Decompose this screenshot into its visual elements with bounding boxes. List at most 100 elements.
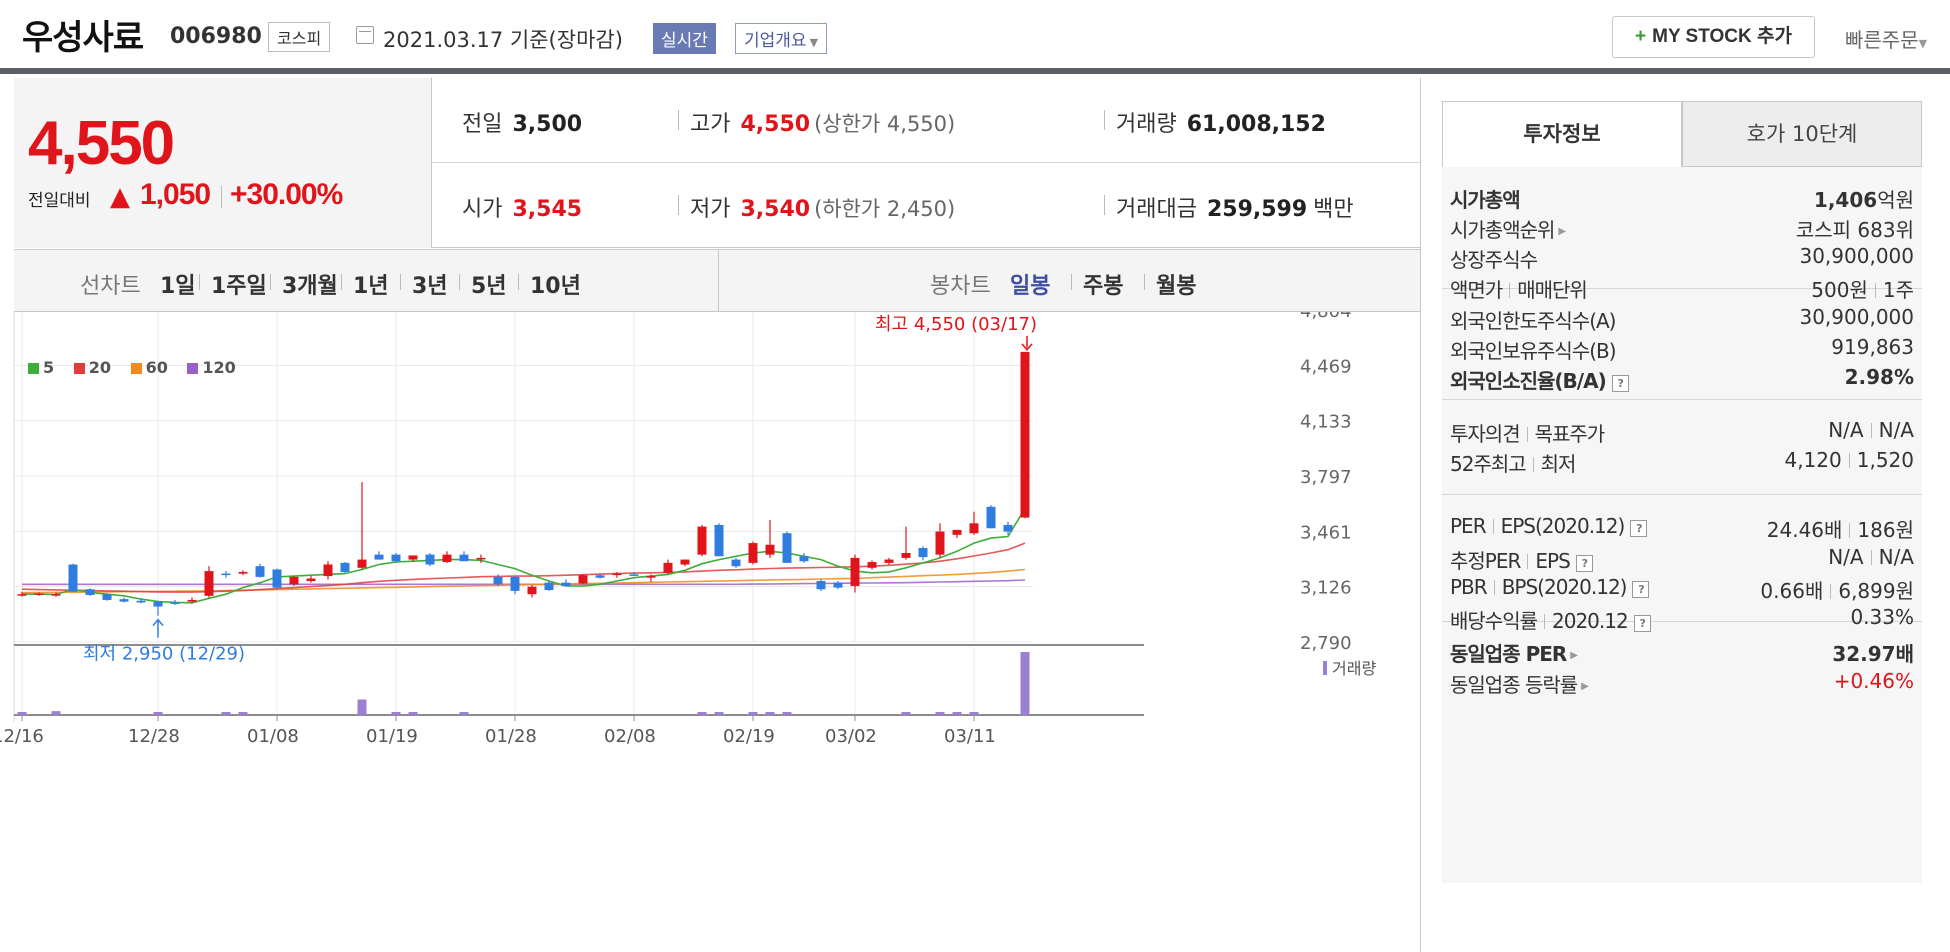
cap-rank-value: 코스피 683위 bbox=[1795, 218, 1914, 242]
price-chart[interactable]: 5 20 60 120 4,804 4,469 4,133 3,797 3,461 3,1… bbox=[0, 301, 1420, 952]
open-value: 3,545 bbox=[512, 197, 583, 222]
candle-body bbox=[816, 581, 826, 590]
candle-body bbox=[731, 559, 741, 567]
candle-body bbox=[765, 544, 775, 555]
candle-body bbox=[680, 559, 690, 565]
help-icon[interactable]: ? bbox=[1632, 581, 1650, 598]
industry-rate-row: 동일업종 등락률 ▶ +0.46% bbox=[1450, 669, 1914, 699]
candle-body bbox=[136, 600, 146, 603]
par-labels: 액면가 매매단위 bbox=[1450, 274, 1588, 303]
tab-invest-info[interactable]: 투자정보 bbox=[1442, 101, 1682, 167]
realtime-button[interactable]: 실시간 bbox=[653, 23, 716, 54]
divider bbox=[199, 274, 200, 290]
price-change: 1,050 bbox=[140, 178, 211, 211]
period-3y[interactable]: 3년 bbox=[412, 274, 448, 299]
week52-high-label: 52주최고 bbox=[1450, 452, 1527, 476]
industry-per-link[interactable]: 동일업종 PER ▶ bbox=[1450, 638, 1578, 667]
candle-body bbox=[68, 564, 78, 592]
chevron-down-icon: ▼ bbox=[809, 36, 819, 49]
divider bbox=[678, 110, 679, 130]
period-1y[interactable]: 1년 bbox=[353, 274, 389, 299]
candle-body bbox=[697, 526, 707, 555]
candle-body bbox=[170, 602, 180, 604]
candle-body bbox=[629, 574, 639, 576]
opinion-labels: 투자의견 목표주가 bbox=[1450, 418, 1605, 447]
par-value: 500원 bbox=[1811, 278, 1868, 302]
candle-body bbox=[323, 564, 333, 577]
help-icon[interactable]: ? bbox=[1611, 375, 1629, 392]
volume-bar bbox=[782, 712, 792, 715]
volume-value: 61,008,152 bbox=[1186, 112, 1326, 137]
candle-body bbox=[17, 594, 27, 596]
price-change-rate: +30.00% bbox=[230, 178, 343, 211]
bps-value: 6,899원 bbox=[1838, 579, 1914, 603]
week52-labels: 52주최고 최저 bbox=[1450, 448, 1576, 477]
period-5y[interactable]: 5년 bbox=[471, 274, 507, 299]
period-3m[interactable]: 3개월 bbox=[282, 274, 338, 299]
divider bbox=[1870, 550, 1872, 565]
candle-body bbox=[238, 571, 248, 574]
quick-order-button[interactable]: 빠른주문▼ bbox=[1845, 24, 1927, 53]
tab-order-book[interactable]: 호가 10단계 bbox=[1682, 101, 1922, 167]
min-arrow-head bbox=[152, 618, 164, 627]
current-price: 4,550 bbox=[28, 109, 175, 178]
chevron-down-icon: ▼ bbox=[1918, 37, 1928, 50]
legend-ma120-swatch bbox=[187, 363, 199, 374]
low-label: 저가 bbox=[690, 197, 731, 222]
divider bbox=[459, 274, 460, 290]
industry-rate-value: +0.46% bbox=[1833, 669, 1914, 693]
market-cap-value: 1,406억원 bbox=[1814, 184, 1914, 213]
candle-body bbox=[340, 562, 350, 572]
open-price: 시가 3,545 bbox=[462, 191, 582, 223]
company-overview-dropdown[interactable]: 기업개요 ▼ bbox=[735, 23, 828, 54]
candle-weekly[interactable]: 주봉 bbox=[1083, 274, 1124, 299]
eps-label: EPS(2020.12) bbox=[1500, 514, 1626, 538]
week52-high-value: 4,120 bbox=[1784, 448, 1842, 472]
per-label: PER bbox=[1450, 514, 1487, 538]
y-tick-label: 3,126 bbox=[1300, 578, 1352, 599]
volume-legend-label: 거래량 bbox=[1332, 659, 1376, 678]
period-1w[interactable]: 1주일 bbox=[211, 274, 267, 299]
prev-close-label: 전일 bbox=[462, 112, 503, 137]
period-10y[interactable]: 10년 bbox=[530, 274, 581, 299]
divider bbox=[1848, 453, 1850, 468]
y-tick-label: 3,461 bbox=[1300, 522, 1352, 543]
dividend-labels: 배당수익률 2020.12? bbox=[1450, 605, 1651, 634]
candlestick-chart[interactable]: 4,804 4,469 4,133 3,797 3,461 3,126 2,790 12/16… bbox=[0, 301, 1420, 952]
candle-monthly[interactable]: 월봉 bbox=[1156, 274, 1197, 299]
industry-rate-link[interactable]: 동일업종 등락률 ▶ bbox=[1450, 669, 1589, 698]
valuation-section: PER EPS(2020.12)? 24.46배 186원 추정PER EPS? N/… bbox=[1442, 496, 1922, 633]
candle-body bbox=[204, 571, 214, 596]
pbr-row: PBR BPS(2020.12)? 0.66배 6,899원 bbox=[1450, 575, 1914, 605]
divider bbox=[1492, 519, 1494, 534]
candle-body bbox=[833, 582, 843, 588]
help-icon[interactable]: ? bbox=[1575, 555, 1593, 572]
candle-daily[interactable]: 일봉 bbox=[1010, 274, 1051, 299]
foreign-limit-row: 외국인한도주식수(A) 30,900,000 bbox=[1450, 305, 1914, 335]
dividend-period: 2020.12 bbox=[1552, 609, 1629, 633]
invest-info-panel: 시가총액 1,406억원 시가총액순위 ▶ 코스피 683위 상장주식수 30,9… bbox=[1442, 167, 1922, 883]
max-arrow-head bbox=[1021, 343, 1033, 352]
cap-rank-link[interactable]: 시가총액순위 ▶ bbox=[1450, 214, 1566, 243]
help-icon[interactable]: ? bbox=[1633, 615, 1651, 632]
candle-body bbox=[782, 533, 792, 563]
divider bbox=[341, 274, 342, 290]
candle-body bbox=[425, 554, 435, 565]
divider bbox=[1874, 283, 1876, 298]
candle-body bbox=[221, 573, 231, 576]
pbr-label: PBR bbox=[1450, 575, 1488, 599]
candle-body bbox=[527, 586, 537, 595]
foreign-section: 외국인한도주식수(A) 30,900,000 외국인보유주식수(B) 919,8… bbox=[1442, 290, 1922, 400]
x-tick-label: 01/28 bbox=[485, 726, 537, 747]
foreign-hold-value: 919,863 bbox=[1831, 335, 1914, 359]
volume-bar bbox=[221, 712, 231, 715]
volume-bar bbox=[714, 712, 724, 715]
divider bbox=[1071, 274, 1072, 290]
help-icon[interactable]: ? bbox=[1630, 520, 1648, 537]
legend-ma5-swatch bbox=[28, 363, 39, 374]
est-eps-value: N/A bbox=[1878, 545, 1914, 569]
period-1d[interactable]: 1일 bbox=[160, 274, 196, 299]
stock-name: 우성사료 bbox=[22, 18, 144, 58]
add-my-stock-button[interactable]: + MY STOCK 추가 bbox=[1612, 16, 1815, 58]
candle-body bbox=[595, 575, 605, 578]
